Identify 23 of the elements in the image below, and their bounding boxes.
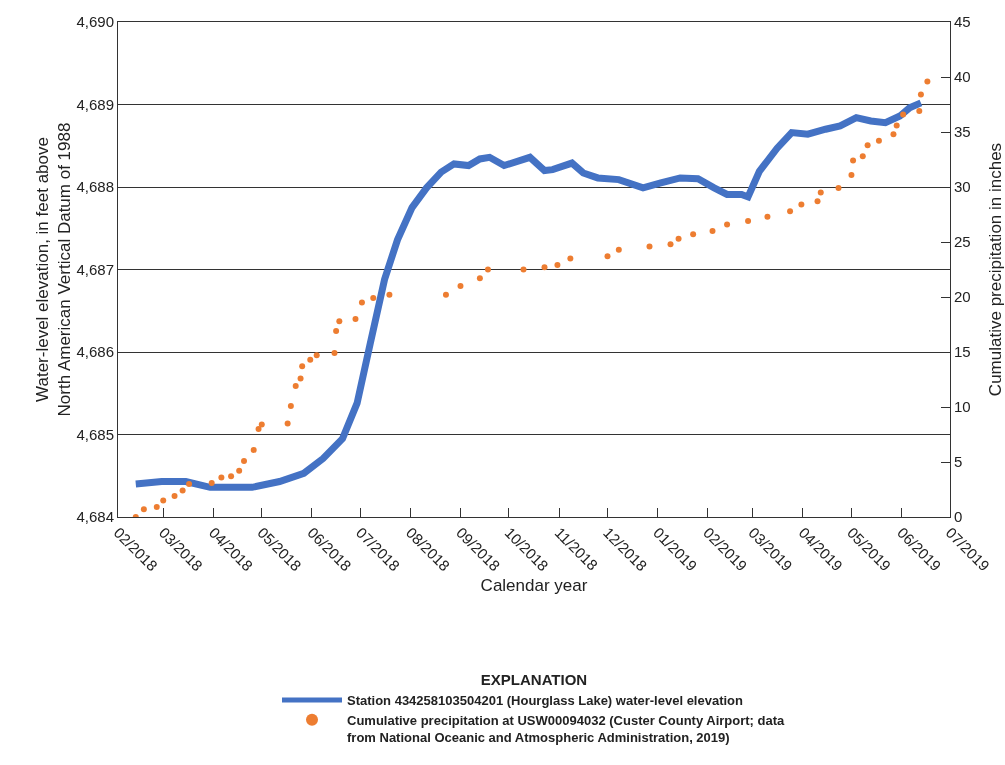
y2-tick-label: 45 xyxy=(954,13,971,31)
legend-label: Cumulative precipitation at USW00094032 (Custer County Airport; data from National Oceanic and Atmospheric Administration, 2019) xyxy=(347,712,786,745)
y2-axis-title: Cumulative precipitation in inches xyxy=(986,142,1005,397)
x-axis-title: Calendar year xyxy=(480,576,588,596)
y-tick-label: 4,684 xyxy=(76,508,114,526)
y-tick-label: 4,689 xyxy=(76,95,114,113)
y2-tick-label: 5 xyxy=(954,453,963,471)
y2-tick-label: 20 xyxy=(954,288,971,306)
y-tick-label: 4,687 xyxy=(76,260,114,278)
y2-tick-label: 40 xyxy=(954,68,971,86)
y-tick-label: 4,688 xyxy=(76,178,114,196)
y-axis-title: Water-level elevation, in feet above North American Vertical Datum of 1988 xyxy=(33,122,75,417)
y2-tick-label: 25 xyxy=(954,233,971,251)
y2-tick-label: 10 xyxy=(954,398,971,416)
y-tick-label: 4,690 xyxy=(76,13,114,31)
y-tick-label: 4,685 xyxy=(76,425,114,443)
y2-tick-label: 15 xyxy=(954,343,971,361)
y2-tick-label: 30 xyxy=(954,178,971,196)
legend-label: Station 434258103504201 (Hourglass Lake) water-level elevation xyxy=(347,693,744,709)
y2-tick-label: 0 xyxy=(954,508,963,526)
legend-title: EXPLANATION xyxy=(480,671,588,688)
y-tick-label: 4,686 xyxy=(76,343,114,361)
y2-tick-label: 35 xyxy=(954,123,971,141)
